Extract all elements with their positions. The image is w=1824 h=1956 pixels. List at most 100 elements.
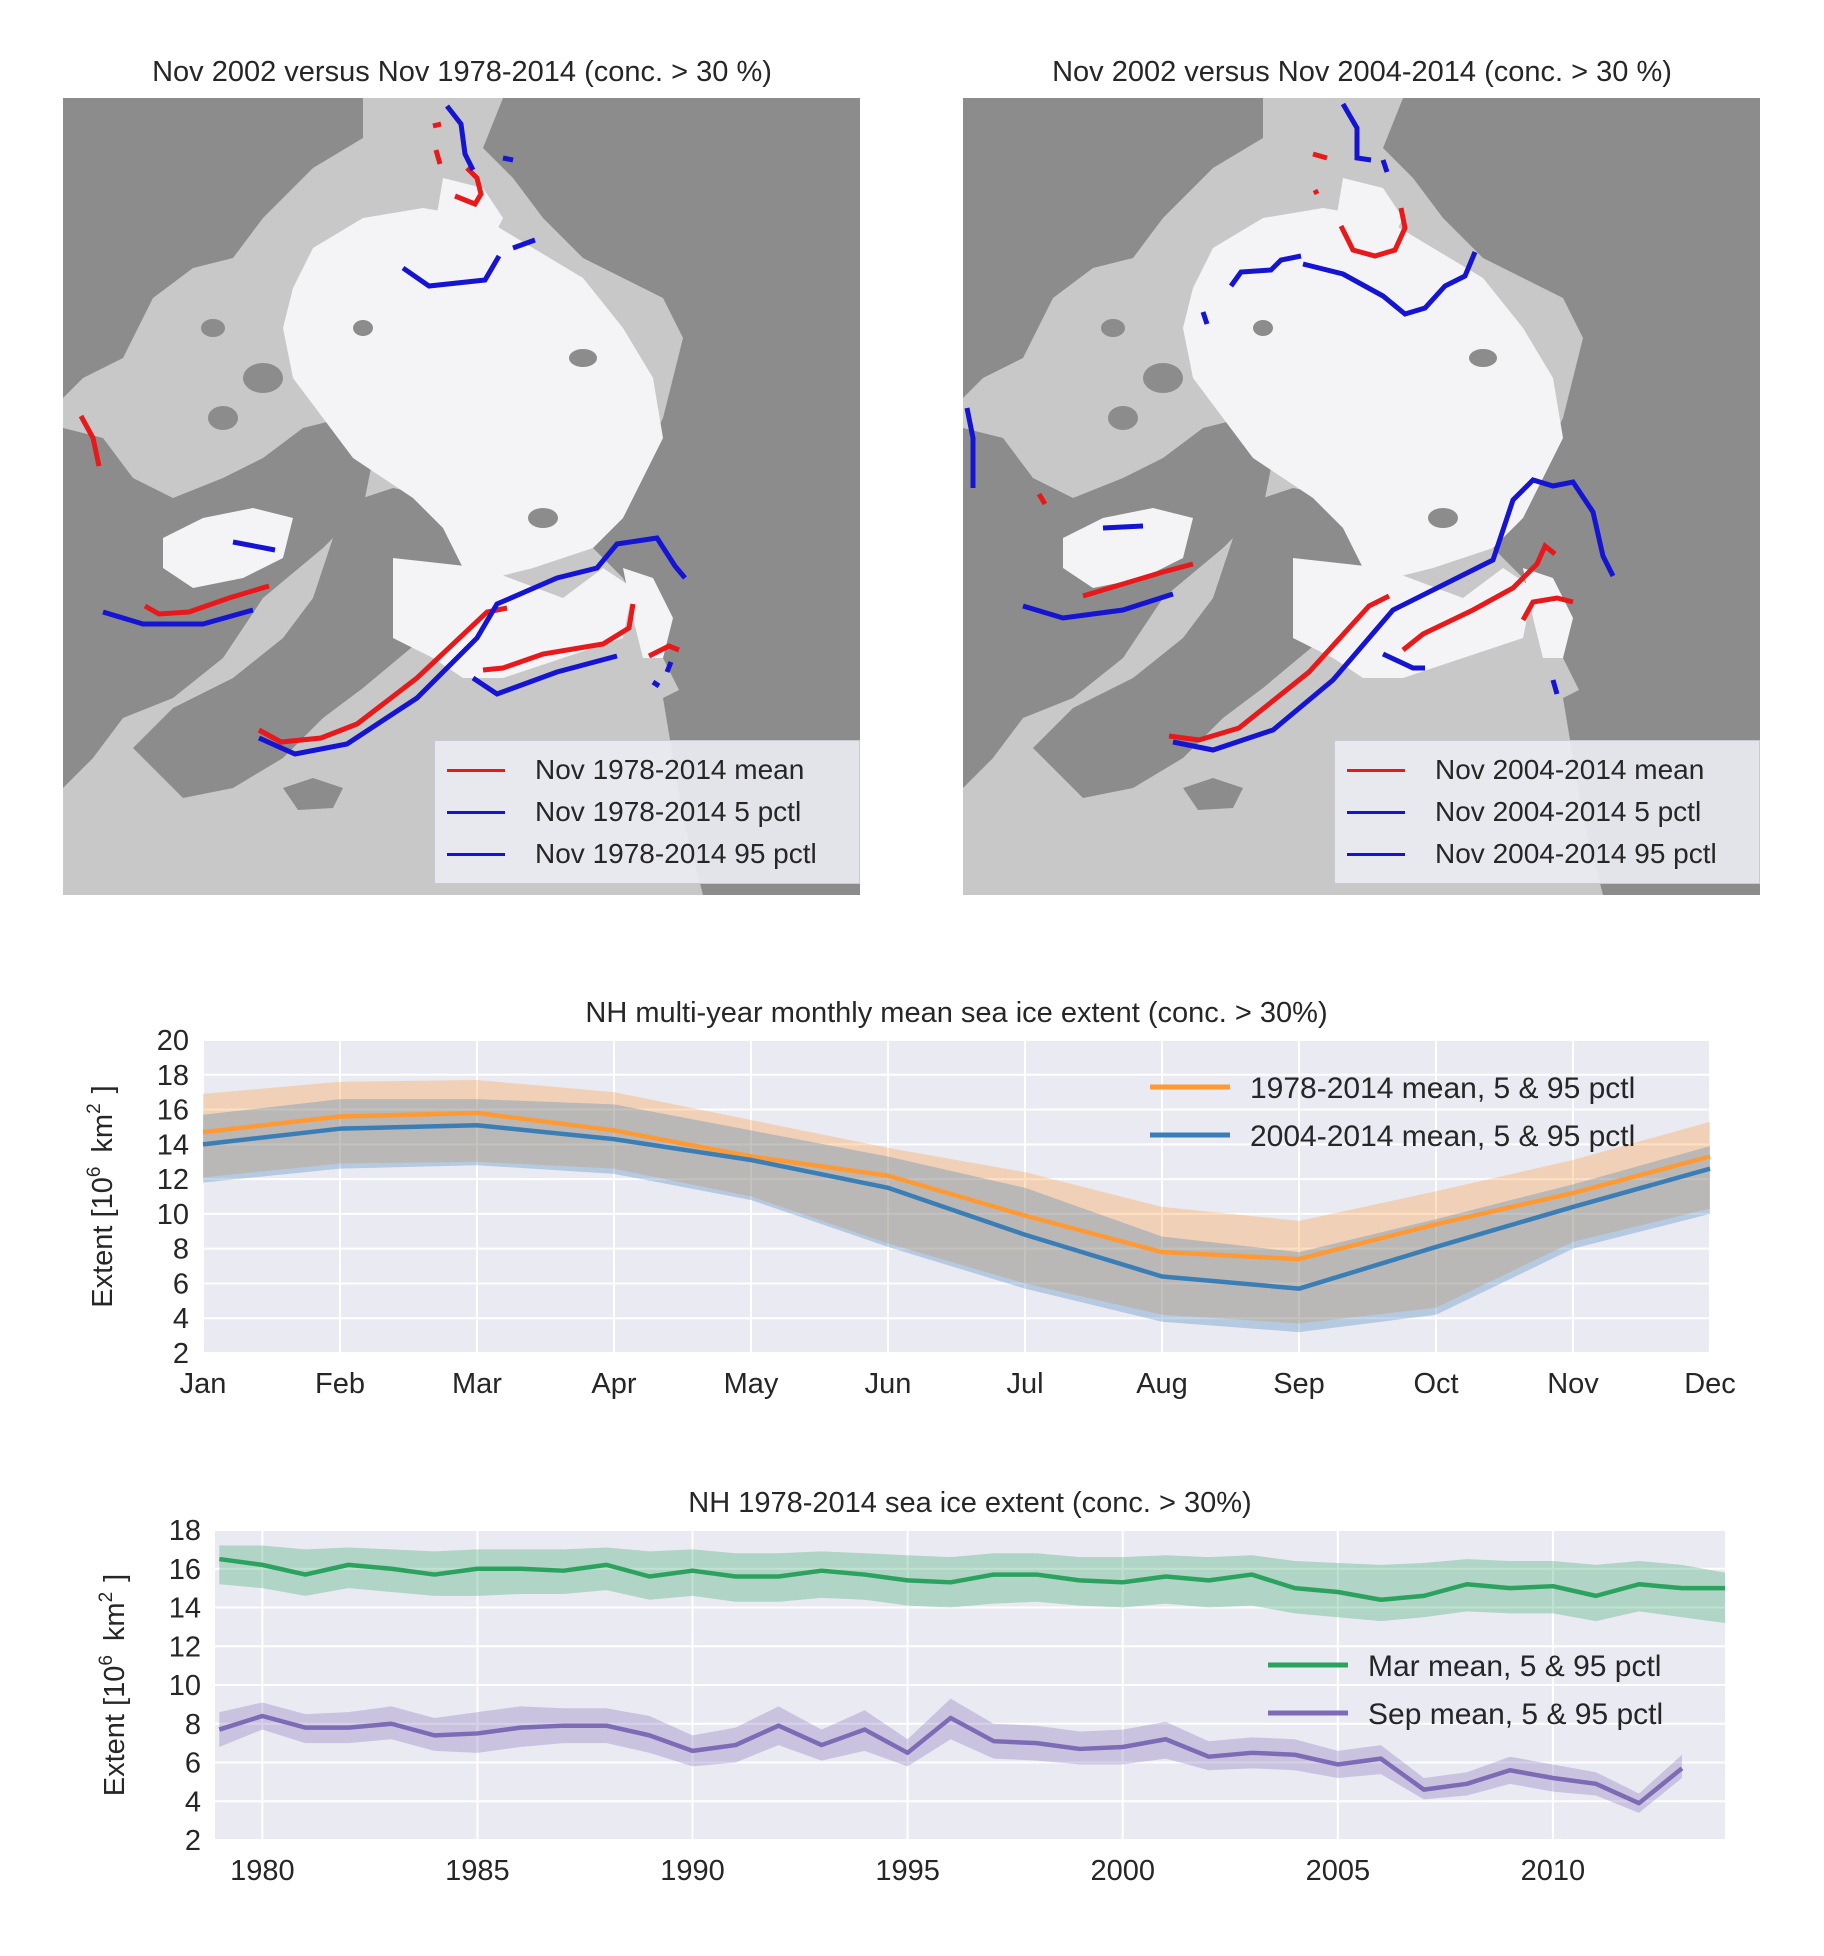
legend-entry-5-pctl: Nov 1978-2014 5 pctl xyxy=(447,791,847,833)
legend-entry-mean: Nov 1978-2014 mean xyxy=(447,749,847,791)
y-tick-label: 4 xyxy=(185,1786,201,1818)
y-tick-label: 6 xyxy=(173,1268,189,1300)
sea-ice xyxy=(283,208,663,578)
iceland xyxy=(1183,778,1243,810)
sea-ice xyxy=(1523,568,1573,658)
greenland xyxy=(1033,488,1373,798)
mean-contour xyxy=(257,605,508,745)
mean-contour xyxy=(1036,492,1048,506)
pctl-contour xyxy=(232,539,276,553)
mean-contour xyxy=(432,121,484,208)
map-title-right: Nov 2002 versus Nov 2004-2014 (conc. > 3… xyxy=(1052,56,1672,88)
y-tick-label: 10 xyxy=(169,1670,201,1702)
x-tick-label: 2000 xyxy=(1090,1855,1155,1887)
island xyxy=(208,406,238,430)
annual-extent-chart: 2 4 6 8 10 12 14 16 18 1980 1985 1990 1995 2000 2005 20… xyxy=(96,1487,1725,1887)
series-band-1 xyxy=(203,1099,1710,1333)
legend-entry-5-pctl: Nov 2004-2014 5 pctl xyxy=(1347,791,1747,833)
island xyxy=(1469,349,1497,367)
y-tick-label: 8 xyxy=(185,1709,201,1741)
map-legend-left: Nov 1978-2014 mean Nov 1978-2014 5 pctl … xyxy=(434,740,860,884)
x-tick-label: 1985 xyxy=(445,1855,510,1887)
y-tick-label: 8 xyxy=(173,1234,189,1266)
sea-ice xyxy=(623,568,673,658)
land-mass xyxy=(483,98,860,895)
x-tick-label: 1995 xyxy=(875,1855,940,1887)
legend-entry-95-pctl: Nov 2004-2014 95 pctl xyxy=(1347,833,1747,875)
x-tick-label: Apr xyxy=(591,1368,636,1400)
x-tick-label: Jan xyxy=(180,1368,227,1400)
legend-entry-mean: Nov 2004-2014 mean xyxy=(1347,749,1747,791)
island xyxy=(1101,319,1125,337)
legend-label: Nov 2004-2014 5 pctl xyxy=(1435,796,1702,827)
pctl-contour xyxy=(1381,651,1425,671)
sea-ice xyxy=(1183,208,1563,578)
mean-contour xyxy=(1168,593,1391,743)
pctl-contour xyxy=(471,653,618,697)
mean-contour xyxy=(1312,151,1408,259)
legend-swatch-5-pctl xyxy=(1347,810,1405,814)
y-tick-label: 2 xyxy=(185,1825,201,1857)
island xyxy=(1108,406,1138,430)
pctl-contour xyxy=(1022,591,1174,621)
y-tick-label: 16 xyxy=(169,1554,201,1586)
y-tick-label: 4 xyxy=(173,1303,189,1335)
island xyxy=(1253,320,1273,336)
y-tick-label: 12 xyxy=(169,1631,201,1663)
legend-swatch-mean xyxy=(1347,768,1405,772)
pctl-contour xyxy=(651,661,674,689)
y-tick-label: 16 xyxy=(157,1095,189,1127)
x-tick-label: Jun xyxy=(865,1368,912,1400)
island xyxy=(286,445,320,471)
y-tick-label: 12 xyxy=(157,1164,189,1196)
x-tick-label: Sep xyxy=(1273,1368,1325,1400)
mean-contour xyxy=(143,583,270,617)
legend-label: Nov 1978-2014 mean xyxy=(535,754,805,785)
series-line-0 xyxy=(219,1556,1725,1602)
legend-entry-95-pctl: Nov 1978-2014 95 pctl xyxy=(447,833,847,875)
land-mass xyxy=(963,98,1263,398)
y-tick-label: 20 xyxy=(157,1025,189,1057)
y-axis-label: Extent [106km2] xyxy=(84,1085,119,1307)
pctl-contour xyxy=(1228,251,1478,317)
y-tick-label: 2 xyxy=(173,1338,189,1370)
legend-label: Mar mean, 5 & 95 pctl xyxy=(1368,1650,1661,1683)
x-tick-label: Mar xyxy=(452,1368,502,1400)
map-title-left: Nov 2002 versus Nov 1978-2014 (conc. > 3… xyxy=(152,56,772,88)
y-tick-label: 14 xyxy=(169,1593,201,1625)
arctic-map-left xyxy=(63,98,860,895)
series-band-0 xyxy=(203,1079,1710,1324)
y-tick-label: 18 xyxy=(169,1515,201,1547)
pctl-contour xyxy=(964,407,976,488)
mean-contour xyxy=(647,643,680,659)
pctl-contour xyxy=(445,104,514,172)
land-mass xyxy=(63,98,363,398)
mean-contour xyxy=(1401,542,1557,652)
x-tick-label: 2005 xyxy=(1306,1855,1371,1887)
island xyxy=(243,363,283,393)
legend-label: Nov 1978-2014 5 pctl xyxy=(535,796,802,827)
y-tick-label: 10 xyxy=(157,1199,189,1231)
pctl-contour xyxy=(401,237,536,289)
x-tick-label: Jul xyxy=(1006,1368,1043,1400)
legend-swatch-5-pctl xyxy=(447,810,505,814)
chart-title: NH 1978-2014 sea ice extent (conc. > 30%… xyxy=(688,1487,1251,1519)
x-tick-label: May xyxy=(724,1368,779,1400)
pctl-contour xyxy=(1102,523,1144,531)
x-tick-label: Oct xyxy=(1413,1368,1458,1400)
sea-ice xyxy=(163,508,293,588)
chart-title: NH multi-year monthly mean sea ice exten… xyxy=(585,997,1327,1029)
sea-ice xyxy=(1293,558,1533,678)
sea-ice xyxy=(1063,508,1193,588)
y-tick-label: 18 xyxy=(157,1060,189,1092)
land-mass xyxy=(1383,98,1760,895)
island xyxy=(569,349,597,367)
mean-contour xyxy=(482,603,636,673)
x-tick-label: 1990 xyxy=(660,1855,725,1887)
legend-label: 2004-2014 mean, 5 & 95 pctl xyxy=(1250,1120,1635,1153)
iceland xyxy=(283,778,343,810)
pctl-contour xyxy=(257,535,687,757)
x-tick-label: Feb xyxy=(315,1368,365,1400)
map-panel-left xyxy=(63,98,860,895)
